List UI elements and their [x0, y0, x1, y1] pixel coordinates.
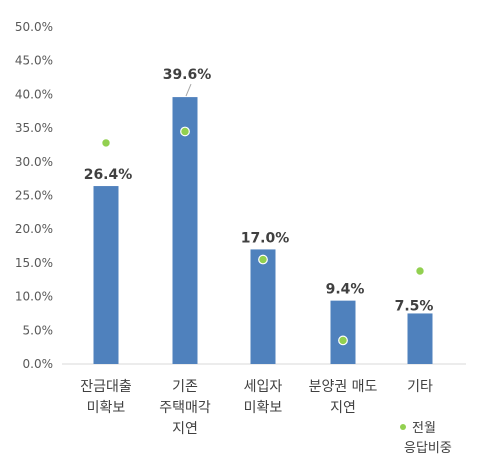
bar [330, 300, 356, 364]
x-tick-label: 세입자 미확보 [244, 379, 283, 416]
data-label-leader [185, 83, 192, 97]
y-axis: 0.0% 5.0% 10.0% 15.0% 20.0% 25.0% 30.0% 35.0% 40… [15, 20, 466, 371]
y-tick-label: 5.0% [23, 323, 54, 337]
scatter-point [258, 254, 268, 265]
x-tick-label: 기존 주택매각 지연 [159, 379, 211, 437]
y-tick-label: 40.0% [15, 87, 53, 101]
bar [250, 249, 276, 364]
x-tick-label: 기타 [407, 379, 433, 395]
y-tick-label: 25.0% [15, 189, 53, 203]
scatter-point [338, 335, 348, 346]
data-labels: 26.4% 39.6% 17.0% 9.4% 7.5% [84, 67, 434, 314]
scatter-point [415, 266, 425, 276]
y-tick-label: 45.0% [15, 54, 53, 68]
data-label: 9.4% [326, 282, 365, 298]
data-label: 7.5% [395, 298, 434, 314]
y-tick-label: 20.0% [15, 222, 53, 236]
y-tick-label: 50.0% [15, 20, 53, 34]
data-label: 17.0% [241, 230, 290, 246]
bar [93, 186, 119, 364]
legend-marker [400, 424, 406, 430]
data-label: 39.6% [163, 67, 212, 83]
bar [407, 313, 433, 364]
y-tick-label: 10.0% [15, 290, 53, 304]
y-tick-label: 0.0% [23, 357, 54, 371]
y-tick-label: 35.0% [15, 121, 53, 135]
scatter-point [101, 138, 111, 148]
bar [172, 97, 198, 364]
scatter-point [180, 126, 190, 137]
legend: 전월 응답비중 [400, 421, 452, 456]
y-tick-label: 15.0% [15, 256, 53, 270]
x-tick-label: 잔금대출 미확보 [80, 379, 132, 416]
y-tick-label: 30.0% [15, 155, 53, 169]
legend-label: 전월 응답비중 [404, 421, 452, 456]
bar-series [93, 97, 433, 364]
scatter-series [101, 126, 425, 346]
data-label: 26.4% [84, 167, 133, 183]
x-tick-label: 분양권 매도 지연 [309, 379, 378, 416]
x-axis: 잔금대출 미확보 기존 주택매각 지연 세입자 미확보 분양권 매도 지연 기타 [80, 379, 433, 437]
